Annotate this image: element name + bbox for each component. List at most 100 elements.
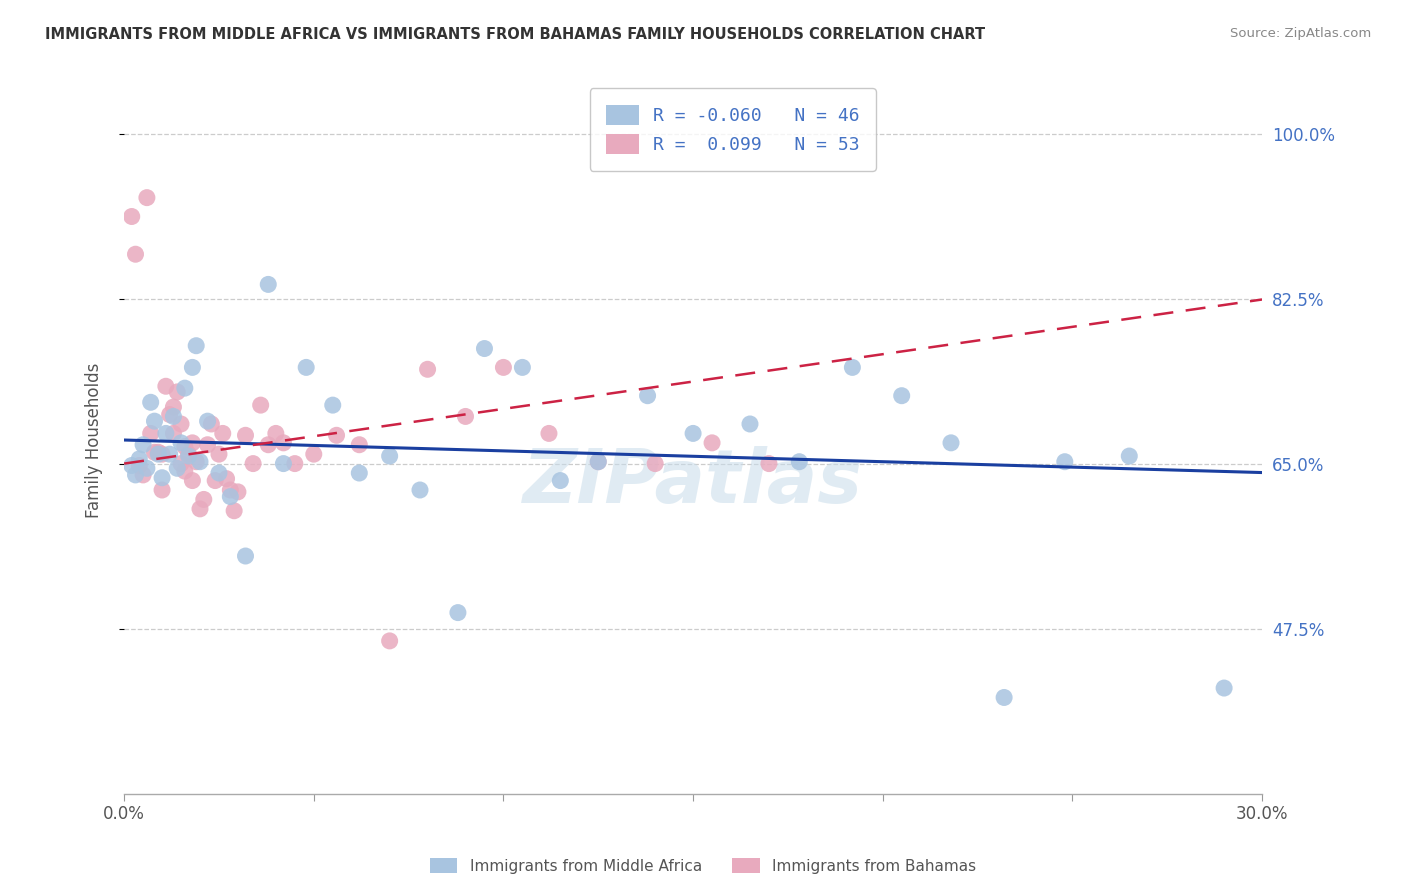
Point <box>249 398 271 412</box>
Point <box>166 461 188 475</box>
Point <box>841 360 863 375</box>
Point <box>264 426 287 441</box>
Point <box>181 360 204 375</box>
Point <box>349 466 371 480</box>
Point <box>219 490 242 504</box>
Point <box>325 428 347 442</box>
Text: ZIPatlas: ZIPatlas <box>523 446 863 519</box>
Point <box>512 360 534 375</box>
Point <box>150 471 173 485</box>
Point <box>159 408 181 422</box>
Point <box>257 277 280 292</box>
Point <box>128 451 150 466</box>
Point <box>682 426 704 441</box>
Point <box>200 417 222 431</box>
Point <box>787 455 810 469</box>
Point <box>170 417 193 431</box>
Point <box>193 492 215 507</box>
Point <box>188 501 211 516</box>
Legend: Immigrants from Middle Africa, Immigrants from Bahamas: Immigrants from Middle Africa, Immigrant… <box>423 852 983 880</box>
Point <box>215 472 238 486</box>
Point <box>166 384 188 399</box>
Point <box>758 457 780 471</box>
Point <box>235 549 257 563</box>
Point <box>1053 455 1076 469</box>
Point <box>226 484 249 499</box>
Point <box>188 455 211 469</box>
Point <box>150 483 173 497</box>
Point <box>295 360 318 375</box>
Point <box>588 455 610 469</box>
Point <box>162 409 184 424</box>
Point <box>242 457 264 471</box>
Point <box>139 395 162 409</box>
Point <box>700 435 723 450</box>
Point <box>322 398 344 412</box>
Point <box>143 445 166 459</box>
Y-axis label: Family Households: Family Households <box>86 362 103 517</box>
Point <box>173 464 195 478</box>
Legend: R = -0.060   N = 46, R =  0.099   N = 53: R = -0.060 N = 46, R = 0.099 N = 53 <box>591 88 876 170</box>
Point <box>235 428 257 442</box>
Point <box>588 455 610 469</box>
Point <box>204 474 226 488</box>
Point <box>378 449 401 463</box>
Point <box>197 438 219 452</box>
Point <box>284 457 307 471</box>
Point <box>143 414 166 428</box>
Point <box>186 339 208 353</box>
Point <box>537 426 560 441</box>
Point <box>155 426 177 441</box>
Text: IMMIGRANTS FROM MIDDLE AFRICA VS IMMIGRANTS FROM BAHAMAS FAMILY HOUSEHOLDS CORRE: IMMIGRANTS FROM MIDDLE AFRICA VS IMMIGRA… <box>45 27 986 42</box>
Point <box>273 435 295 450</box>
Point <box>124 247 146 261</box>
Point <box>993 690 1015 705</box>
Point <box>121 210 143 224</box>
Point <box>208 466 231 480</box>
Point <box>550 474 572 488</box>
Point <box>1118 449 1140 463</box>
Point <box>208 447 231 461</box>
Point <box>124 467 146 482</box>
Point <box>890 389 912 403</box>
Point <box>135 461 157 475</box>
Point <box>170 435 193 450</box>
Point <box>162 400 184 414</box>
Point <box>224 504 246 518</box>
Point <box>939 435 962 450</box>
Point <box>173 440 195 454</box>
Point <box>378 633 401 648</box>
Point <box>738 417 761 431</box>
Point <box>155 379 177 393</box>
Point <box>302 447 325 461</box>
Point <box>150 447 173 461</box>
Point <box>181 435 204 450</box>
Point <box>186 455 208 469</box>
Point <box>447 606 470 620</box>
Point <box>162 426 184 441</box>
Point <box>273 457 295 471</box>
Point <box>181 474 204 488</box>
Point <box>197 414 219 428</box>
Point <box>177 449 200 463</box>
Point <box>148 445 170 459</box>
Point <box>454 409 477 424</box>
Point <box>219 483 242 497</box>
Point <box>177 447 200 461</box>
Point <box>211 426 233 441</box>
Point <box>121 458 143 473</box>
Point <box>159 447 181 461</box>
Point <box>173 381 195 395</box>
Point <box>474 342 496 356</box>
Point <box>349 438 371 452</box>
Point <box>135 191 157 205</box>
Point <box>644 457 666 471</box>
Point <box>257 438 280 452</box>
Point <box>170 457 193 471</box>
Point <box>139 426 162 441</box>
Point <box>148 447 170 461</box>
Text: Source: ZipAtlas.com: Source: ZipAtlas.com <box>1230 27 1371 40</box>
Point <box>128 458 150 473</box>
Point <box>416 362 439 376</box>
Point <box>409 483 432 497</box>
